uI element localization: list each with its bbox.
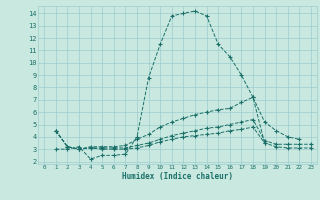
- X-axis label: Humidex (Indice chaleur): Humidex (Indice chaleur): [122, 172, 233, 181]
